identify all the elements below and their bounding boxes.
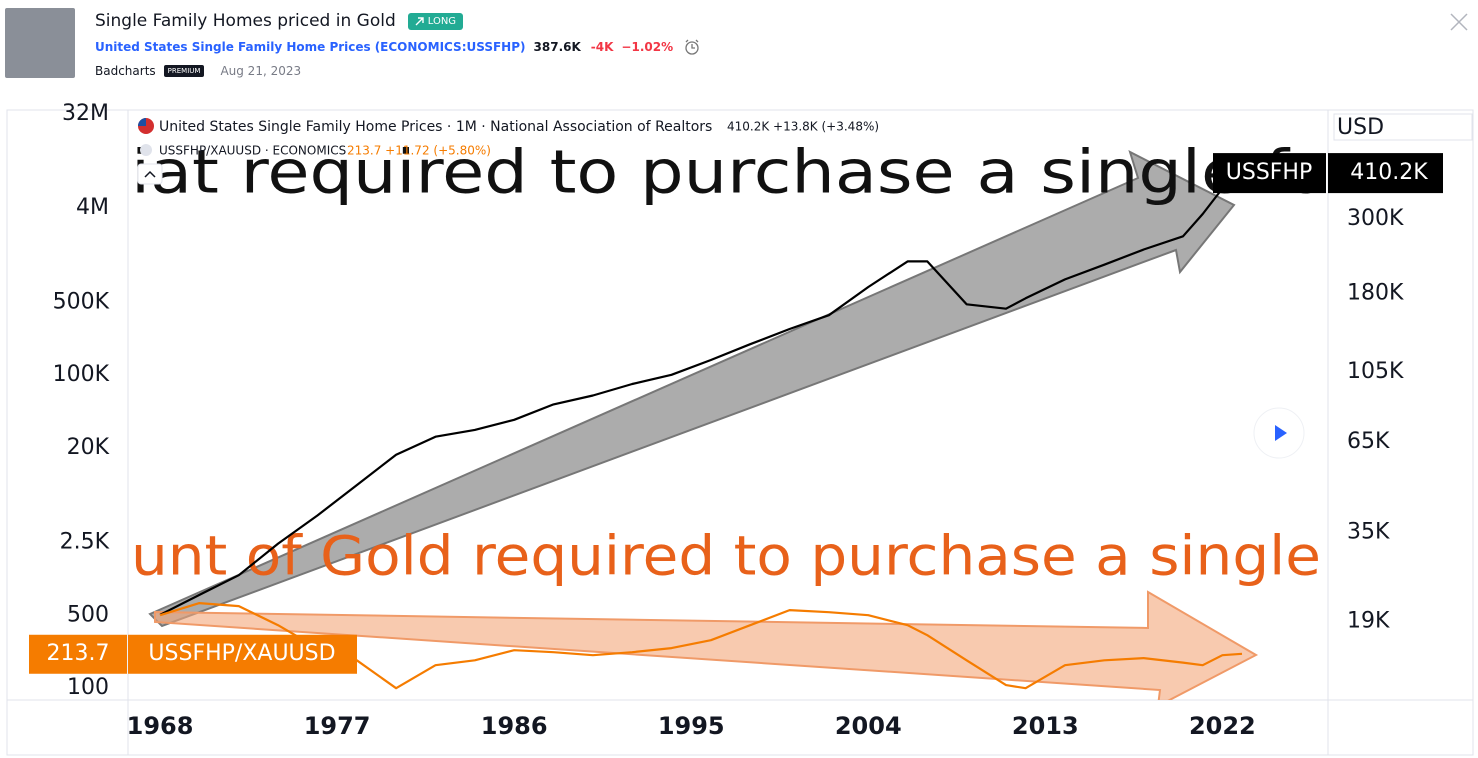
legend-values-1: 410.2K +13.8K (+3.48%) [727,120,879,134]
series-name-box [128,634,357,674]
gray-arrow [148,150,1236,628]
play-icon [1275,425,1287,441]
publish-date: Aug 21, 2023 [220,64,302,78]
y2-tick-label: 35K [1347,519,1390,544]
badge-text: LONG [427,15,457,27]
change: -4K [590,40,614,54]
symbol-icon [140,144,152,156]
y-tick-label: 2.5K [60,529,110,554]
annotation-text: iat required to purchase a single fa [131,138,1331,208]
y-tick-label: 4M [76,195,109,220]
price-box [29,634,127,674]
x-tick-label: 2013 [1012,712,1079,740]
y2-tick-label: 65K [1347,429,1390,454]
currency-label: USD [1337,115,1384,140]
change-percent: −1.02% [621,40,674,54]
series-name-label: USSFHP [1226,160,1313,185]
price-label: 410.2K [1350,160,1428,185]
series-name-label: USSFHP/XAUUSD [148,641,335,666]
price-label: 213.7 [47,641,110,666]
series-name-box [1213,153,1326,194]
y-tick-label: 500K [53,289,110,314]
idea-title: Single Family Homes priced in Gold [95,11,396,31]
y-tick-label: 100K [53,362,110,387]
price-box [1328,153,1443,194]
y2-tick-label: 19K [1347,609,1390,634]
x-tick-label: 1995 [658,712,725,740]
plot-area: iat required to purchase a single fa unt … [131,138,1331,700]
orange-arrow [154,590,1259,700]
series-line [159,172,1243,616]
idea-header: Single Family Homes priced in Gold LONG … [95,8,703,82]
y-tick-label: 32M [62,101,109,126]
y2-tick-label: 105K [1347,359,1404,384]
price: 387.6K [533,40,581,54]
y-tick-label: 20K [67,435,110,460]
currency-box[interactable] [1333,113,1473,141]
flag-canton [138,118,146,126]
x-tick-label: 1977 [304,712,371,740]
y-tick-label: 500 [67,602,109,627]
legend-series-2[interactable]: USSFHP/XAUUSD · ECONOMICS [159,144,346,158]
annotation-text: unt of Gold required to purchase a singl… [131,525,1321,588]
author-avatar[interactable] [5,8,75,78]
symbol-code[interactable]: (ECONOMICS:USSFHP) [374,40,526,54]
x-tick-label: 2004 [835,712,902,740]
alert-icon[interactable] [683,38,703,56]
collapse-icon [144,170,156,178]
y2-tick-label: 300K [1347,206,1404,231]
x-tick-label: 2022 [1189,712,1256,740]
y-tick-label: 100 [67,675,109,700]
collapse-button[interactable] [137,163,163,185]
premium-badge: PREMIUM [163,65,205,77]
close-button[interactable] [1450,13,1468,31]
long-badge: LONG [407,12,464,30]
x-tick-label: 1986 [481,712,548,740]
y2-tick-label: 180K [1347,280,1404,305]
legend-values-2: 213.7 +11.72 (+5.80%) [347,144,491,158]
symbol-name[interactable]: United States Single Family Home Prices [95,40,371,54]
author-name[interactable]: Badcharts [95,64,156,78]
legend-series-1[interactable]: United States Single Family Home Prices … [159,119,712,135]
x-tick-label: 1968 [127,712,194,740]
arrow-icon [415,16,424,25]
